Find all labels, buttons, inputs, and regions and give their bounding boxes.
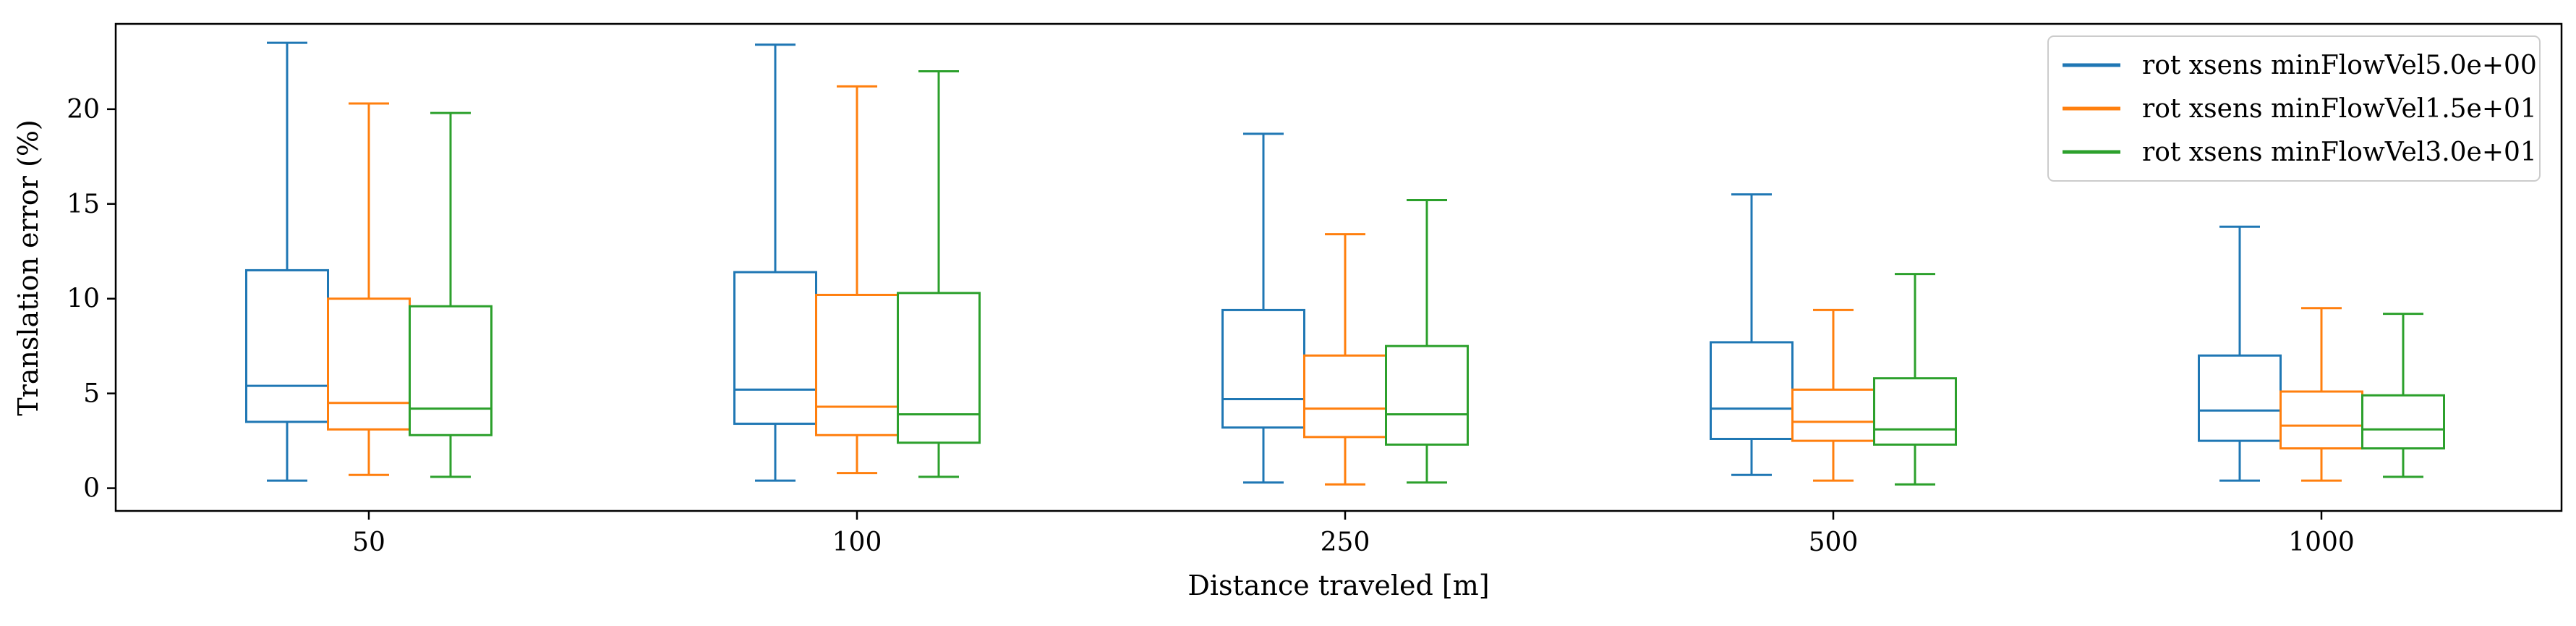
box-iqr [815,293,899,436]
x-tick-label: 100 [832,528,882,557]
box-50-series-1 [245,41,329,482]
legend: rot xsens minFlowVel5.0e+00 rot xsens min… [2047,35,2541,182]
box-iqr [1873,377,1957,446]
box-iqr [409,305,492,436]
box-250-series-2 [1303,233,1387,486]
box-50-series-3 [409,111,492,478]
box-iqr [733,271,817,426]
x-tick-label: 500 [1809,528,1859,557]
box-500-series-1 [1710,193,1794,476]
box-iqr [245,268,329,423]
plot-marks [245,41,2445,486]
box-100-series-3 [897,69,981,478]
legend-label: rot xsens minFlowVel1.5e+01 [2142,94,2537,124]
box-iqr [2198,354,2282,442]
box-iqr [1221,308,1305,429]
x-axis-label: Distance traveled [m] [1187,570,1489,601]
legend-label: rot xsens minFlowVel5.0e+00 [2142,51,2537,80]
box-500-series-3 [1873,273,1957,486]
box-iqr [1303,354,1387,439]
box-250-series-3 [1385,199,1469,484]
y-axis-ticks: 0 5 10 15 20 [67,95,116,504]
box-1000-series-1 [2198,225,2282,482]
x-tick-label: 250 [1321,528,1370,557]
x-tick-label: 1000 [2288,528,2355,557]
box-iqr [897,292,981,444]
legend-item-2: rot xsens minFlowVel1.5e+01 [2063,94,2537,124]
plot-frame [114,22,2563,512]
box-50-series-2 [327,102,411,476]
box-100-series-2 [815,85,899,475]
legend-item-1: rot xsens minFlowVel5.0e+00 [2063,51,2537,80]
box-iqr [1385,344,1469,446]
y-tick-label: 5 [83,379,100,409]
box-100-series-1 [733,43,817,482]
legend-frame [2047,35,2541,182]
box-iqr [2279,390,2363,450]
box-1000-series-3 [2361,313,2445,478]
y-tick-label: 10 [67,284,100,314]
box-iqr [1791,388,1875,442]
box-500-series-2 [1791,308,1875,482]
legend-label: rot xsens minFlowVel3.0e+01 [2142,138,2537,167]
box-iqr [2361,394,2445,450]
legend-item-3: rot xsens minFlowVel3.0e+01 [2063,138,2537,167]
x-axis-ticks: 50 100 250 500 1000 [352,511,2355,557]
box-1000-series-2 [2279,307,2363,482]
box-iqr [1710,341,1794,440]
y-tick-label: 20 [67,95,100,124]
y-tick-label: 0 [83,474,100,504]
y-tick-label: 15 [67,190,100,219]
x-tick-label: 50 [352,528,385,557]
box-iqr [327,297,411,431]
y-axis-label: Translation error (%) [12,119,44,416]
box-250-series-1 [1221,132,1305,484]
